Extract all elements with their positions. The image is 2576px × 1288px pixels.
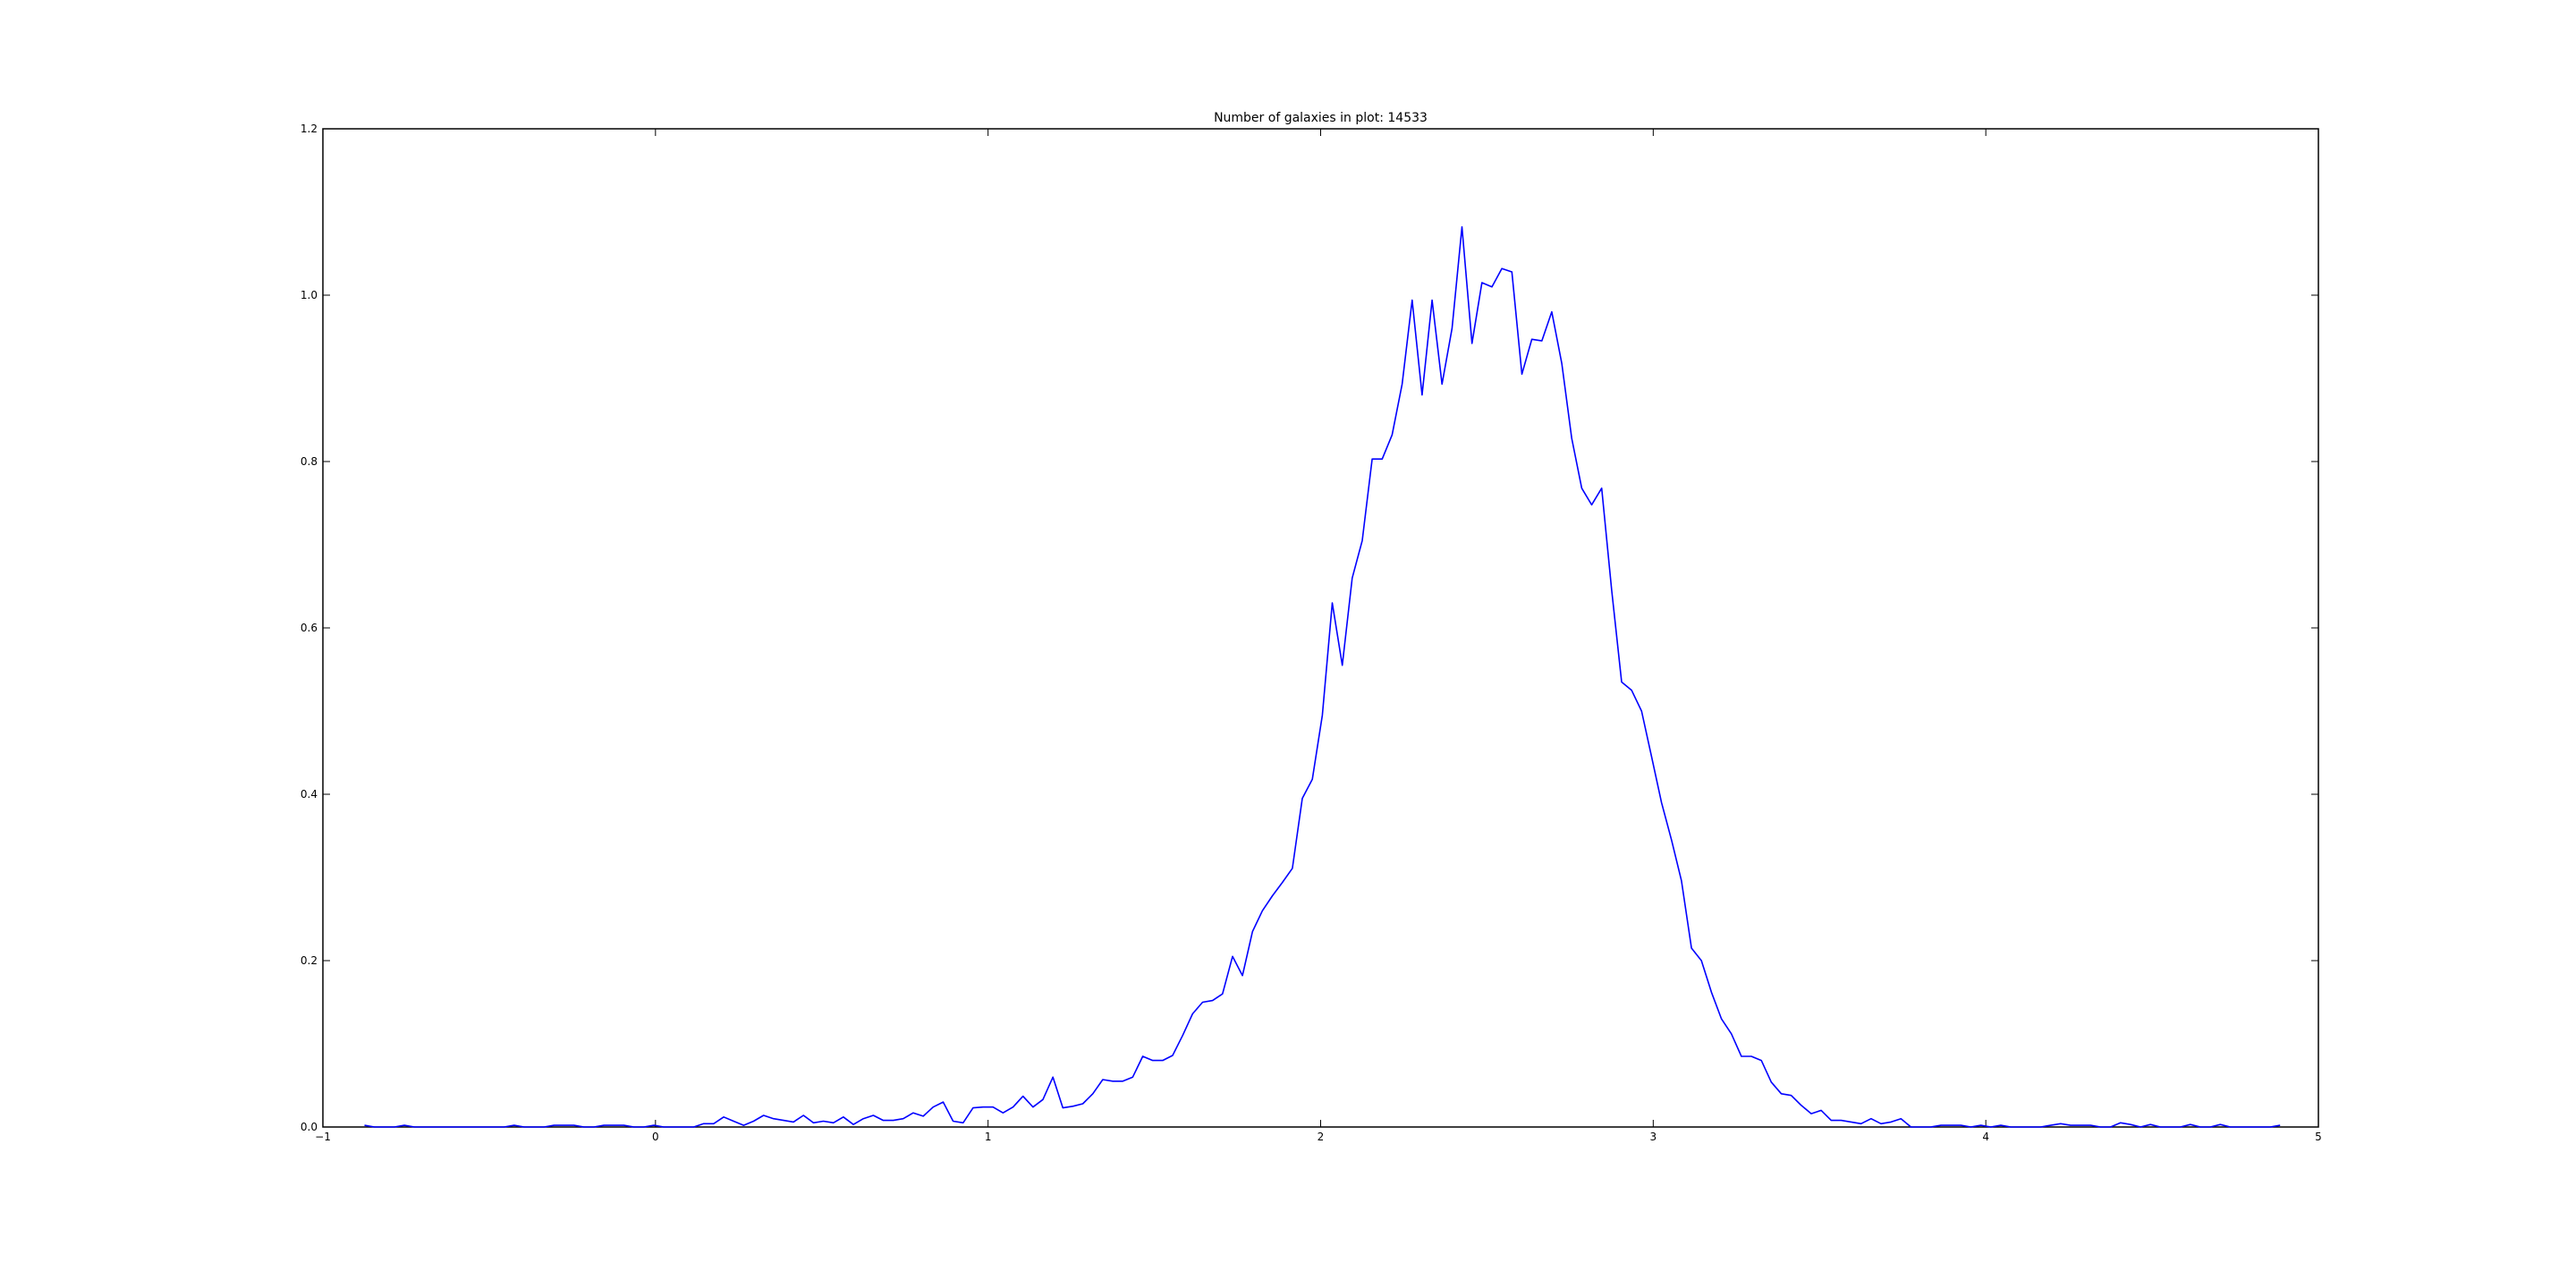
- y-tick-label: 1.2: [301, 123, 318, 135]
- y-tick-label: 1.0: [301, 289, 318, 301]
- y-tick-label: 0.0: [301, 1121, 318, 1133]
- y-tick-label: 0.6: [301, 622, 318, 634]
- x-tick-label: 0: [652, 1131, 659, 1143]
- x-tick-label: 3: [1650, 1131, 1657, 1143]
- y-tick-label: 0.2: [301, 954, 318, 967]
- y-tick-label: 0.8: [301, 455, 318, 468]
- x-tick-label: 2: [1318, 1131, 1325, 1143]
- plot-area: −1 0 1 2 3 4 5 0.0 0.2 0.4 0.6 0.8 1.0 1.2: [301, 123, 2322, 1143]
- chart-title: Number of galaxies in plot: 14533: [1214, 111, 1428, 125]
- x-tick-label: 5: [2315, 1131, 2322, 1143]
- x-tick-label: 1: [985, 1131, 992, 1143]
- axes-frame: [322, 128, 2319, 1128]
- series-line-distribution: [364, 225, 2281, 1128]
- x-tick-label: 4: [1982, 1131, 1989, 1143]
- x-tick-label: −1: [315, 1131, 331, 1143]
- y-axis: 0.0 0.2 0.4 0.6 0.8 1.0 1.2: [301, 123, 2318, 1133]
- x-axis: −1 0 1 2 3 4 5: [315, 129, 2322, 1143]
- y-tick-label: 0.4: [301, 788, 318, 801]
